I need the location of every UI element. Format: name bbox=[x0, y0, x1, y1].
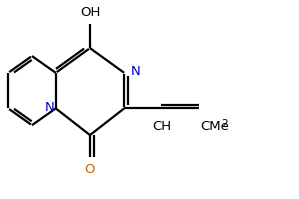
Text: N: N bbox=[45, 101, 54, 114]
Text: CH: CH bbox=[152, 120, 171, 133]
Text: O: O bbox=[85, 163, 95, 176]
Text: 2: 2 bbox=[221, 119, 228, 129]
Text: CMe: CMe bbox=[200, 120, 229, 133]
Text: OH: OH bbox=[80, 6, 100, 20]
Text: N: N bbox=[131, 65, 141, 78]
